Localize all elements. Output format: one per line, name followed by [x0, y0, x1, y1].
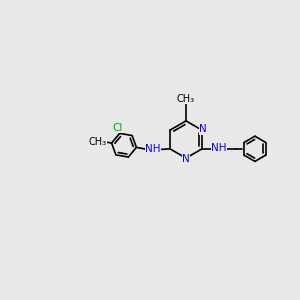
Text: N: N: [182, 154, 190, 164]
Text: NH: NH: [212, 142, 227, 153]
Text: NH: NH: [145, 143, 161, 154]
Text: CH₃: CH₃: [177, 94, 195, 104]
Text: N: N: [200, 124, 207, 134]
Text: Cl: Cl: [112, 123, 123, 133]
Text: CH₃: CH₃: [89, 137, 107, 147]
